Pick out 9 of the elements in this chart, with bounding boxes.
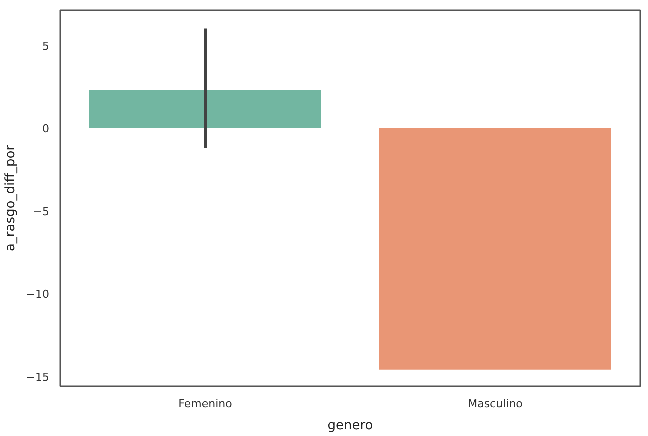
x-axis-title: genero (328, 418, 374, 434)
y-tick-label: 0 (42, 122, 50, 136)
y-axis-title: a_rasgo_diff_por (3, 144, 18, 252)
y-tick-label: 5 (42, 40, 50, 53)
x-tick-label: Femenino (178, 398, 233, 410)
y-tick-label: −10 (26, 288, 50, 302)
y-tick-label: −5 (33, 205, 50, 218)
x-tick-label: Masculino (468, 398, 524, 410)
y-tick-label: −15 (26, 371, 50, 384)
